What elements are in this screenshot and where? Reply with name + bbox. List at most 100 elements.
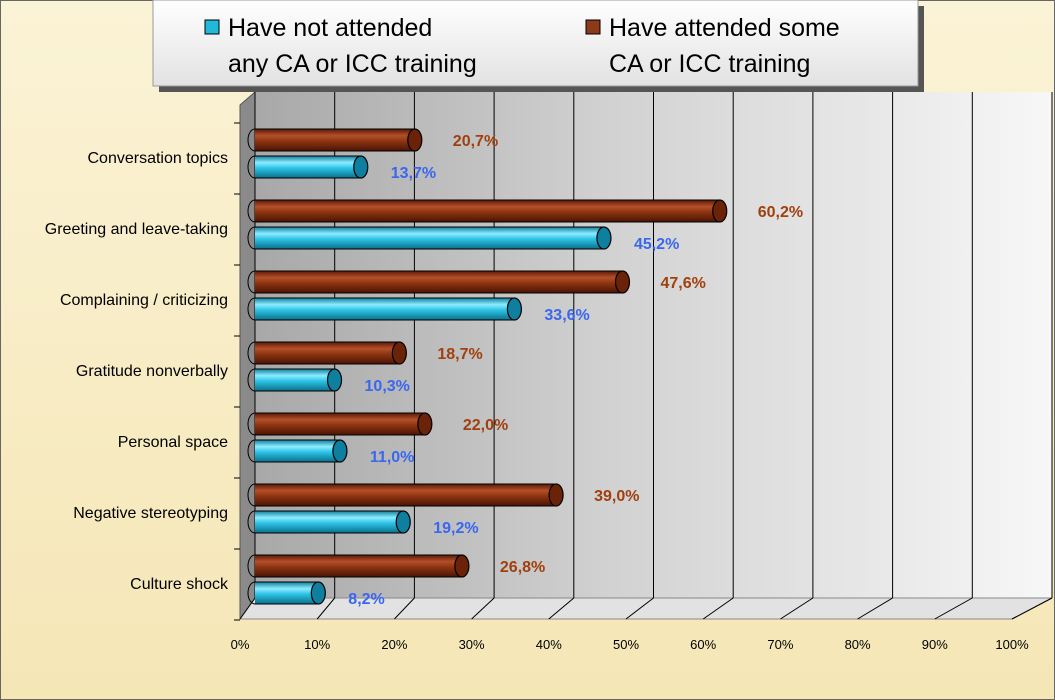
bar-end-cap [407, 128, 423, 152]
data-label-negative-stereotyping-attended: 39,0% [594, 488, 639, 505]
bar-end-cap [417, 412, 433, 436]
floor-gridline-10 [1011, 597, 1053, 620]
floor-gridline-9 [934, 597, 973, 620]
legend-entry-attended: Have attended some CA or ICC training [585, 14, 840, 78]
floor-gridline-5 [625, 597, 654, 620]
plot-side-wall [239, 90, 256, 621]
bar-body [255, 511, 404, 533]
floor-gridline-8 [857, 597, 893, 620]
data-label-culture-shock-not-attended: 8,2% [348, 591, 384, 608]
bar-gratitude-nonverbally-attended [247, 341, 407, 365]
bar-negative-stereotyping-not-attended [247, 510, 411, 534]
bar-start-cap [247, 199, 256, 223]
x-tick-label-6: 60% [690, 637, 716, 652]
legend-entry-not-attended: Have not attended any CA or ICC training [204, 14, 477, 78]
bar-start-cap [247, 368, 256, 392]
bar-end-cap [712, 199, 728, 223]
bar-body [255, 440, 340, 462]
floor-gridline-4 [548, 597, 575, 620]
x-tick-label-5: 50% [613, 637, 639, 652]
floor-gridline-2 [394, 597, 415, 620]
bar-body [255, 200, 720, 222]
bar-end-cap [391, 341, 407, 365]
category-label-negative-stereotyping: Negative stereotyping [73, 505, 228, 522]
bar-culture-shock-attended [247, 554, 470, 578]
bar-body [255, 582, 319, 604]
bar-body [255, 227, 604, 249]
x-tick-label-1: 10% [304, 637, 330, 652]
x-tick-label-2: 20% [381, 637, 407, 652]
bar-start-cap [247, 510, 256, 534]
labels: Conversation topics Greeting and leave-ta… [45, 133, 803, 608]
bar-body [255, 129, 415, 151]
bar-greeting-and-leave-taking-attended [247, 199, 728, 223]
bar-conversation-topics-attended [247, 128, 423, 152]
data-label-greeting-and-leave-taking-attended: 60,2% [758, 204, 803, 221]
bar-start-cap [247, 439, 256, 463]
bar-start-cap [247, 155, 256, 179]
legend: Have not attended any CA or ICC training… [152, 0, 924, 92]
legend-box [152, 0, 919, 87]
data-label-conversation-topics-attended: 20,7% [453, 133, 498, 150]
floor-gridline-0 [239, 597, 256, 620]
category-label-conversation-topics: Conversation topics [87, 150, 228, 167]
bar-body [255, 342, 400, 364]
data-label-culture-shock-attended: 26,8% [500, 559, 545, 576]
x-tick-label-7: 70% [767, 637, 793, 652]
bar-negative-stereotyping-attended [247, 483, 564, 507]
floor-gridline-1 [316, 597, 336, 620]
data-label-conversation-topics-not-attended: 13,7% [391, 165, 436, 182]
data-label-personal-space-not-attended: 11,0% [370, 449, 414, 466]
data-label-gratitude-nonverbally-attended: 18,7% [437, 346, 482, 363]
data-label-gratitude-nonverbally-not-attended: 10,3% [365, 378, 410, 395]
bar-start-cap [247, 412, 256, 436]
bar-personal-space-not-attended [247, 439, 348, 463]
bar-body [255, 298, 515, 320]
bar-start-cap [247, 128, 256, 152]
bar-body [255, 271, 623, 293]
data-label-complaining-criticizing-attended: 47,6% [660, 275, 705, 292]
floor-gridline-7 [780, 597, 814, 620]
category-label-personal-space: Personal space [118, 434, 228, 451]
bar-start-cap [247, 226, 256, 250]
x-tick-label-0: 0% [231, 637, 250, 652]
bar-body [255, 555, 462, 577]
bar-body [255, 156, 361, 178]
bar-body [255, 369, 335, 391]
bar-greeting-and-leave-taking-not-attended [247, 226, 612, 250]
x-tick-label-9: 90% [922, 637, 948, 652]
data-label-personal-space-attended: 22,0% [463, 417, 508, 434]
bar-end-cap [310, 581, 326, 605]
bar-end-cap [332, 439, 348, 463]
bar-complaining-criticizing-attended [247, 270, 631, 294]
bar-end-cap [395, 510, 411, 534]
bar-end-cap [548, 483, 564, 507]
x-tick-label-3: 30% [459, 637, 485, 652]
bar-end-cap [506, 297, 522, 321]
bar-start-cap [247, 341, 256, 365]
bar-start-cap [247, 297, 256, 321]
bar-start-cap [247, 581, 256, 605]
data-label-negative-stereotyping-not-attended: 19,2% [433, 520, 478, 537]
bar-gratitude-nonverbally-not-attended [247, 368, 343, 392]
bar-conversation-topics-not-attended [247, 155, 369, 179]
bar-body [255, 413, 425, 435]
category-label-gratitude-nonverbally: Gratitude nonverbally [76, 363, 228, 380]
data-label-greeting-and-leave-taking-not-attended: 45,2% [634, 236, 679, 253]
bar-end-cap [596, 226, 612, 250]
legend-label-attended-line2: CA or ICC training [609, 50, 810, 78]
x-tick-label-8: 80% [845, 637, 871, 652]
bar-end-cap [353, 155, 369, 179]
bar-personal-space-attended [247, 412, 433, 436]
bar-start-cap [247, 270, 256, 294]
bar-end-cap [454, 554, 470, 578]
bar-complaining-criticizing-not-attended [247, 297, 522, 321]
floor-gridline-3 [471, 597, 495, 620]
bar-start-cap [247, 554, 256, 578]
bar-end-cap [326, 368, 343, 392]
category-label-culture-shock: Culture shock [130, 576, 229, 593]
legend-swatch-not-attended [204, 19, 220, 35]
category-label-complaining-criticizing: Complaining / criticizing [60, 292, 228, 309]
category-axis [234, 122, 240, 621]
